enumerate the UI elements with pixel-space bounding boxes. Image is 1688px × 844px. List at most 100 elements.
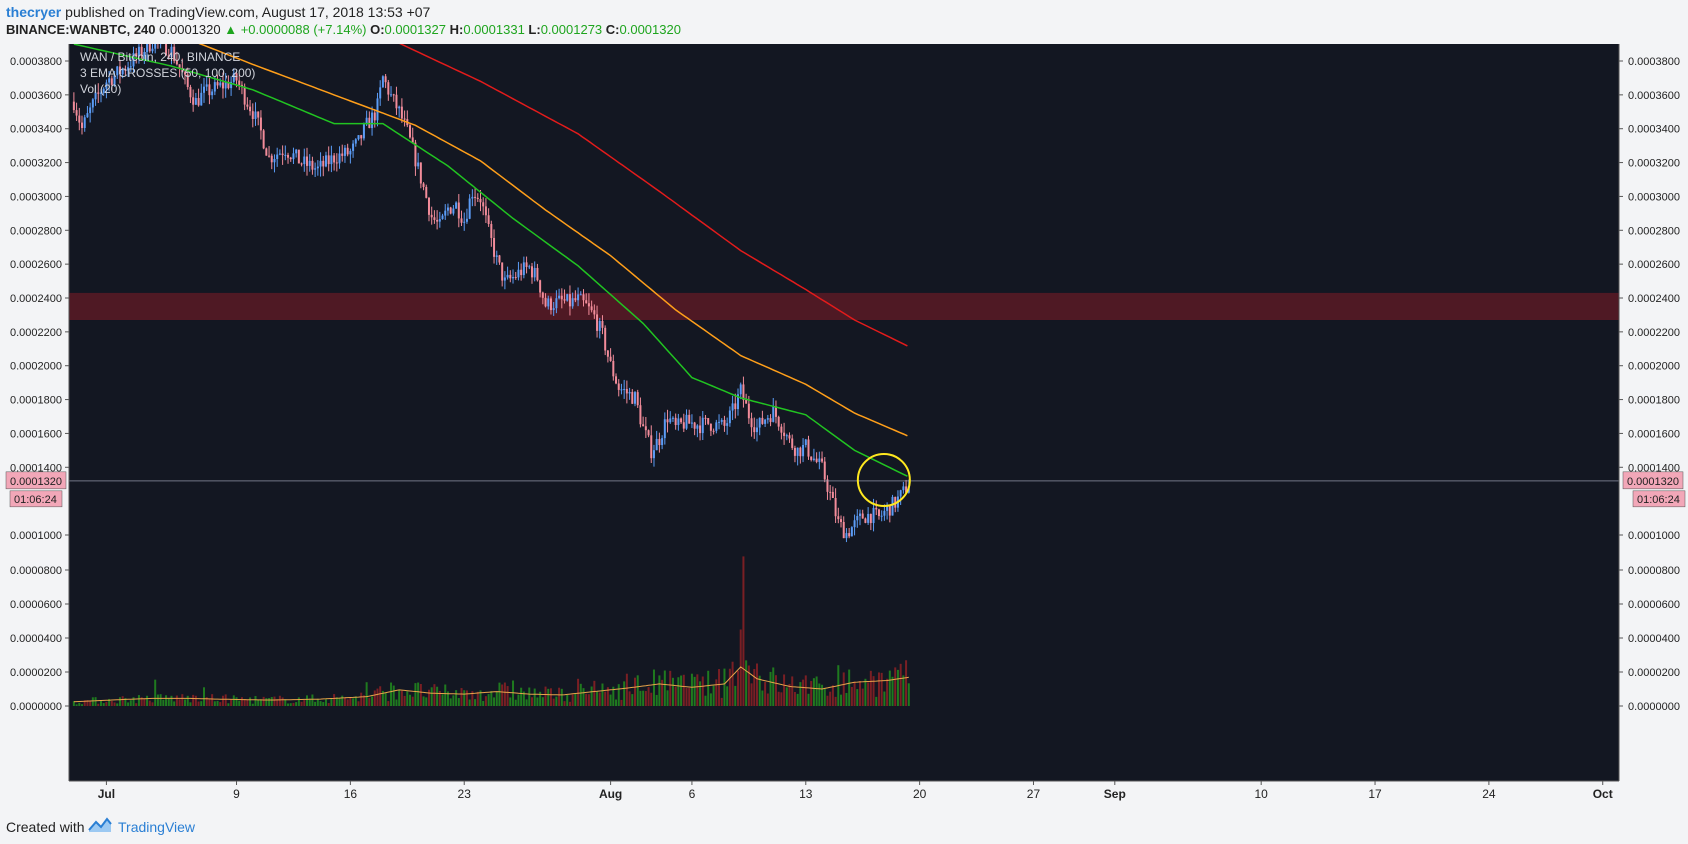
- candle-down: [514, 277, 517, 279]
- volume-bar: [143, 698, 146, 706]
- volume-bar: [455, 690, 458, 706]
- candle-up: [455, 202, 458, 209]
- symbol-name[interactable]: BINANCE:WANBTC, 240: [6, 22, 156, 37]
- volume-bar: [745, 660, 748, 706]
- volume-bar: [498, 682, 501, 706]
- volume-bar: [390, 682, 393, 706]
- tradingview-logo-icon[interactable]: [88, 816, 112, 834]
- candle-up: [758, 417, 761, 428]
- candle-down: [221, 82, 224, 89]
- candle-up: [731, 403, 734, 411]
- volume-bar: [357, 701, 360, 706]
- volume-bar: [438, 690, 441, 706]
- volume-bar: [791, 676, 794, 706]
- volume-bar: [642, 690, 645, 706]
- candle-up: [772, 406, 775, 422]
- tradingview-link[interactable]: TradingView: [118, 819, 196, 835]
- candle-up: [232, 73, 235, 82]
- legend-symbol: WAN / Bitcoin, 240, BINANCE: [80, 50, 240, 64]
- volume-bar: [888, 670, 891, 706]
- candle-down: [631, 391, 634, 404]
- candle-up: [338, 153, 341, 164]
- volume-bar: [593, 680, 596, 706]
- y-tick-label-left: 0.0003400: [10, 124, 62, 136]
- candle-up: [883, 510, 886, 516]
- countdown-tag-right: [1632, 490, 1686, 508]
- volume-bar: [230, 699, 233, 706]
- candle-down: [742, 384, 745, 400]
- volume-bar: [343, 697, 346, 706]
- candle-down: [403, 118, 406, 120]
- candle-down: [97, 92, 100, 94]
- countdown-label-right: 01:06:24: [1637, 494, 1680, 506]
- symbol-info: BINANCE:WANBTC, 240 0.0001320 ▲ +0.00000…: [6, 22, 681, 37]
- candle-up: [506, 274, 509, 278]
- x-tick-label: Sep: [1104, 787, 1126, 801]
- candle-up: [113, 75, 116, 85]
- y-tick-label-right: 0.0000600: [1628, 599, 1680, 611]
- candle-down: [249, 106, 252, 112]
- candle-down: [167, 55, 170, 58]
- price-change: ▲ +0.0000088 (+7.14%): [224, 22, 367, 37]
- volume-bar: [121, 696, 124, 706]
- candle-down: [197, 98, 200, 106]
- volume-bar: [902, 675, 905, 706]
- candle-up: [899, 490, 902, 497]
- candle-down: [753, 427, 756, 433]
- volume-bar: [793, 691, 796, 706]
- volume-bar: [140, 697, 143, 706]
- volume-bar: [482, 701, 485, 706]
- plot-background: [69, 44, 1619, 781]
- candle-down: [644, 426, 647, 431]
- y-tick-label-left: 0.0001400: [10, 462, 62, 474]
- candle-down: [482, 202, 485, 207]
- volume-bar: [728, 668, 731, 706]
- volume-bar: [449, 698, 452, 706]
- y-tick-label-left: 0.0002600: [10, 259, 62, 271]
- candle-up: [802, 444, 805, 457]
- candle-down: [894, 496, 897, 508]
- y-tick-label-left: 0.0000400: [10, 633, 62, 645]
- chart-area[interactable]: 0.0003800 0.0003800 0.0003600 0.0003600 0.00…: [0, 27, 1688, 804]
- volume-bar: [362, 695, 365, 706]
- volume-bar: [558, 687, 561, 706]
- y-tick-label-right: 0.0000000: [1628, 701, 1680, 713]
- volume-bar: [341, 695, 344, 706]
- candle-down: [747, 403, 750, 419]
- y-tick-label-right: 0.0003800: [1628, 56, 1680, 68]
- candle-up: [663, 419, 666, 439]
- volume-bar: [365, 682, 368, 706]
- candle-down: [487, 215, 490, 225]
- candle-down: [590, 306, 593, 311]
- last-price-tag-left: [5, 471, 67, 490]
- candle-up: [102, 88, 105, 93]
- candle-down: [118, 66, 121, 75]
- candle-down: [840, 519, 843, 522]
- y-tick-label-left: 0.0002000: [10, 361, 62, 373]
- volume-bar: [503, 682, 506, 706]
- volume-bar: [688, 688, 691, 706]
- volume-bar: [281, 697, 284, 706]
- volume-bar: [170, 695, 173, 706]
- volume-bar: [167, 697, 170, 706]
- volume-bar: [821, 684, 824, 706]
- author-link[interactable]: thecryer: [6, 4, 62, 20]
- volume-bar: [124, 698, 127, 706]
- candle-down: [265, 148, 268, 156]
- volume-bar: [826, 695, 829, 706]
- price-chart[interactable]: 0.0003800 0.0003800 0.0003600 0.0003600 0.00…: [0, 27, 1688, 804]
- y-tick-label-right: 0.0003400: [1628, 124, 1680, 136]
- candle-down: [208, 84, 211, 96]
- volume-bar: [877, 672, 880, 706]
- volume-bar: [598, 692, 601, 706]
- candle-down: [877, 509, 880, 517]
- close-value: 0.0001320: [619, 22, 681, 37]
- candle-down: [173, 46, 176, 61]
- candle-up: [902, 486, 905, 491]
- candle-up: [764, 419, 767, 424]
- candle-down: [216, 82, 219, 86]
- candle-up: [116, 66, 119, 76]
- current-price: 0.0001320: [159, 22, 221, 37]
- candle-down: [650, 435, 653, 459]
- candle-down: [246, 104, 249, 107]
